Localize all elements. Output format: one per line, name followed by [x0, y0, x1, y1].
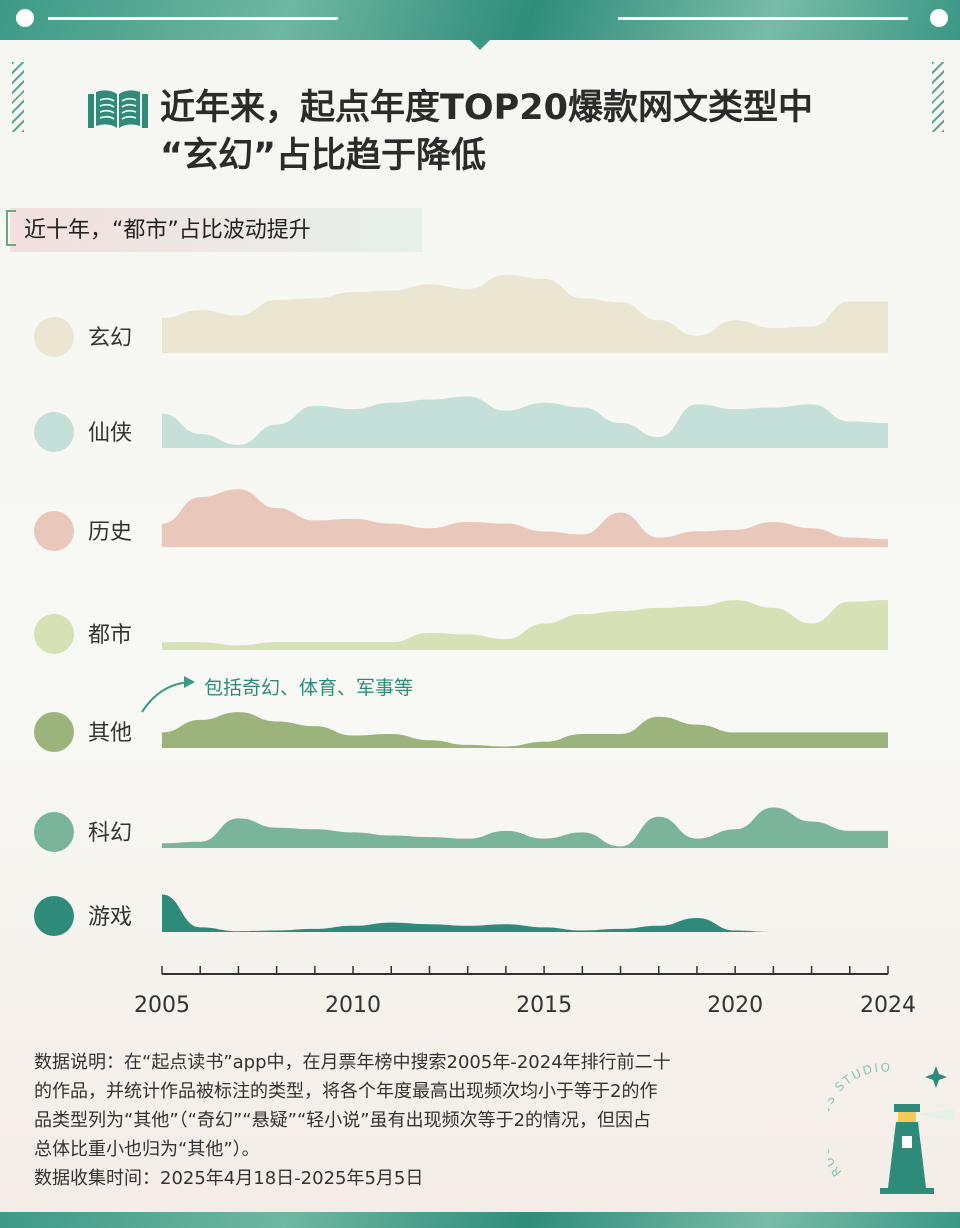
legend-dot-4 — [34, 712, 74, 752]
stamp-text: RUC NEWS STUDIO — [828, 1062, 890, 1179]
series-area-4 — [162, 712, 888, 748]
legend-dot-5 — [34, 812, 74, 852]
note-line-2: 的作品，并统计作品被标注的类型，将各个年度最高出现频次均小于等于2的作 — [34, 1081, 658, 1102]
series-area-2 — [162, 489, 888, 547]
series-area-3 — [162, 600, 888, 650]
x-tick-label-2020: 2020 — [707, 993, 763, 1018]
hatch-left — [12, 62, 24, 132]
annotation-arrowhead — [184, 676, 195, 688]
annotation-arrow — [141, 681, 191, 713]
top-dot-right — [930, 9, 948, 27]
page-title: 近年来，起点年度TOP20爆款网文类型中 “玄幻”占比趋于降低 — [160, 84, 813, 180]
note-line-3: 品类型列为“其他”（“奇幻”“悬疑”“轻小说”虽有出现频次等于2的情况，但因占 — [34, 1110, 652, 1131]
series-label-4: 其他 — [88, 721, 132, 746]
series-label-3: 都市 — [88, 623, 132, 648]
top-line-left — [48, 17, 338, 20]
legend-dot-1 — [34, 412, 74, 452]
top-notch — [470, 40, 490, 50]
subtitle-bracket — [6, 210, 16, 246]
legend-dot-2 — [34, 511, 74, 551]
subtitle: 近十年，“都市”占比波动提升 — [24, 218, 311, 243]
x-tick-label-2015: 2015 — [516, 993, 572, 1018]
top-line-right — [618, 17, 908, 20]
hatch-right — [932, 62, 944, 132]
annotation-text: 包括奇幻、体育、军事等 — [204, 677, 413, 699]
series-label-6: 游戏 — [88, 905, 132, 930]
ruc-news-studio-logo: RUC NEWS STUDIO — [828, 1062, 954, 1194]
legend-dot-3 — [34, 614, 74, 654]
series-label-5: 科幻 — [88, 821, 132, 846]
top-band — [0, 0, 960, 40]
book-icon — [88, 90, 148, 128]
note-line-5: 数据收集时间：2025年4月18日-2025年5月5日 — [34, 1168, 424, 1189]
note-line-4: 总体比重小也归为“其他”）。 — [34, 1139, 260, 1160]
title-line1: 近年来，起点年度TOP20爆款网文类型中 — [160, 88, 813, 128]
series-area-5 — [162, 807, 888, 848]
svg-text:RUC NEWS STUDIO: RUC NEWS STUDIO — [828, 1062, 892, 1179]
series-area-1 — [162, 396, 888, 448]
legend-dot-0 — [34, 317, 74, 357]
series-area-0 — [162, 275, 888, 353]
series-label-0: 玄幻 — [88, 326, 132, 351]
top-dot-left — [16, 9, 34, 27]
title-line2: “玄幻”占比趋于降低 — [160, 136, 487, 176]
series-label-2: 历史 — [88, 520, 132, 545]
x-tick-label-2005: 2005 — [134, 993, 190, 1018]
x-tick-label-2024: 2024 — [860, 993, 916, 1018]
series-label-1: 仙侠 — [88, 421, 132, 446]
subtitle-box — [10, 208, 422, 252]
data-note: 数据说明：在“起点读书”app中，在月票年榜中搜索2005年-2024年排行前二… — [34, 1048, 814, 1193]
series-area-6 — [162, 894, 888, 932]
note-line-1: 数据说明：在“起点读书”app中，在月票年榜中搜索2005年-2024年排行前二… — [34, 1052, 671, 1073]
x-tick-label-2010: 2010 — [325, 993, 381, 1018]
legend-dot-6 — [34, 896, 74, 936]
bottom-band — [0, 1212, 960, 1228]
